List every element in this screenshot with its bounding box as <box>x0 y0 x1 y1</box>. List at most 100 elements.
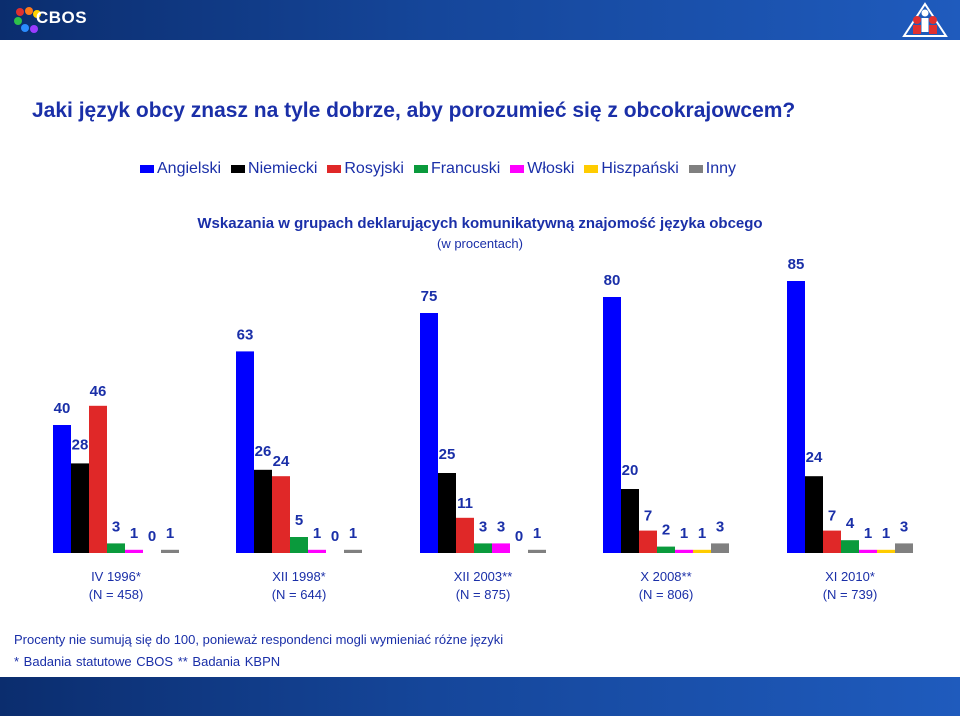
data-label: 0 <box>331 528 339 545</box>
data-label: 1 <box>698 525 706 542</box>
data-label: 1 <box>130 525 138 542</box>
bar <box>438 473 456 553</box>
data-label: 1 <box>882 525 890 542</box>
legend-item: Włoski <box>510 160 574 178</box>
bar <box>877 549 895 553</box>
legend-swatch <box>140 165 154 173</box>
data-label: 4 <box>846 515 855 532</box>
category-label: IV 1996* <box>91 569 141 584</box>
legend-label: Włoski <box>527 160 575 177</box>
data-label: 24 <box>806 449 823 466</box>
bar <box>308 549 326 553</box>
bar <box>657 546 675 553</box>
data-label: 3 <box>716 518 724 535</box>
legend-label: Angielski <box>157 160 222 177</box>
bar <box>456 517 474 553</box>
data-label: 5 <box>295 512 303 529</box>
data-label: 3 <box>497 518 505 535</box>
logo-text: CBOS <box>36 8 88 27</box>
bar <box>621 489 639 553</box>
cbos-logo-icon <box>14 7 41 33</box>
bar <box>474 543 492 553</box>
bar <box>89 405 107 553</box>
data-label: 46 <box>90 383 107 400</box>
data-label: 0 <box>148 528 156 545</box>
data-label: 11 <box>457 495 473 512</box>
bar <box>805 476 823 553</box>
legend-swatch <box>327 165 342 173</box>
bar <box>53 425 71 553</box>
data-label: 1 <box>680 525 688 542</box>
legend-label: Inny <box>705 160 737 177</box>
category-label: XII 1998* <box>272 569 326 584</box>
bar <box>823 530 841 553</box>
bar <box>254 469 272 553</box>
data-label: 75 <box>421 288 438 305</box>
data-label: 24 <box>273 453 290 470</box>
category-label: (N = 875) <box>456 587 511 602</box>
chart-subtitle: (w procentach) <box>437 236 523 251</box>
bar <box>675 549 693 553</box>
data-label: 25 <box>439 446 456 463</box>
data-label: 1 <box>313 525 321 542</box>
legend-swatch <box>688 165 703 173</box>
data-label: 1 <box>864 525 872 542</box>
bar <box>492 543 510 553</box>
data-label: 63 <box>237 326 254 343</box>
bar <box>603 297 621 553</box>
data-label: 2 <box>662 522 670 539</box>
data-label: 28 <box>72 436 89 453</box>
bar <box>107 543 125 553</box>
bar <box>895 543 913 553</box>
data-label: 0 <box>515 528 523 545</box>
bar <box>344 549 362 553</box>
bar <box>711 543 729 553</box>
bar <box>71 463 89 553</box>
data-label: 26 <box>255 443 272 460</box>
footnote-note: Procenty nie sumują się do 100, ponieważ… <box>14 632 504 647</box>
bar <box>272 476 290 553</box>
data-label: 20 <box>622 462 639 479</box>
category-label: (N = 458) <box>89 587 144 602</box>
legend-item: Angielski <box>140 160 221 178</box>
bar <box>841 540 859 553</box>
bar <box>420 313 438 553</box>
data-label: 3 <box>900 518 908 535</box>
legend-item: Francuski <box>413 160 501 178</box>
legend-label: Hiszpański <box>601 160 679 177</box>
bar <box>859 549 877 553</box>
legend-swatch <box>510 165 525 173</box>
category-label: (N = 739) <box>823 587 878 602</box>
bar <box>236 351 254 553</box>
legend-swatch <box>413 165 428 173</box>
category-label: (N = 644) <box>272 587 327 602</box>
footer-bar <box>0 677 960 716</box>
legend-label: Rosyjski <box>344 160 404 177</box>
data-label: 1 <box>166 525 174 542</box>
bar <box>161 549 179 553</box>
category-label: XII 2003** <box>454 569 513 584</box>
chart-title: Wskazania w grupach deklarujących komuni… <box>197 215 763 232</box>
legend-item: Niemiecki <box>231 160 317 178</box>
data-label: 1 <box>349 525 357 542</box>
data-label: 7 <box>828 508 836 525</box>
bar <box>125 549 143 553</box>
category-label: X 2008** <box>640 569 691 584</box>
legend-item: Inny <box>688 160 737 178</box>
data-label: 3 <box>479 518 487 535</box>
legend-label: Francuski <box>430 160 501 177</box>
bar <box>787 281 805 553</box>
data-label: 3 <box>112 518 120 535</box>
legend-label: Niemiecki <box>248 160 318 177</box>
footnote-sources: * Badania statutowe CBOS ** Badania KBPN <box>14 654 281 669</box>
data-label: 40 <box>54 400 71 417</box>
category-label: (N = 806) <box>639 587 694 602</box>
legend-item: Rosyjski <box>327 160 404 178</box>
data-label: 7 <box>644 508 652 525</box>
page-title: Jaki język obcy znasz na tyle dobrze, ab… <box>32 99 796 122</box>
bar <box>639 530 657 553</box>
bar <box>528 549 546 553</box>
data-label: 85 <box>788 256 805 273</box>
category-label: XI 2010* <box>825 569 875 584</box>
